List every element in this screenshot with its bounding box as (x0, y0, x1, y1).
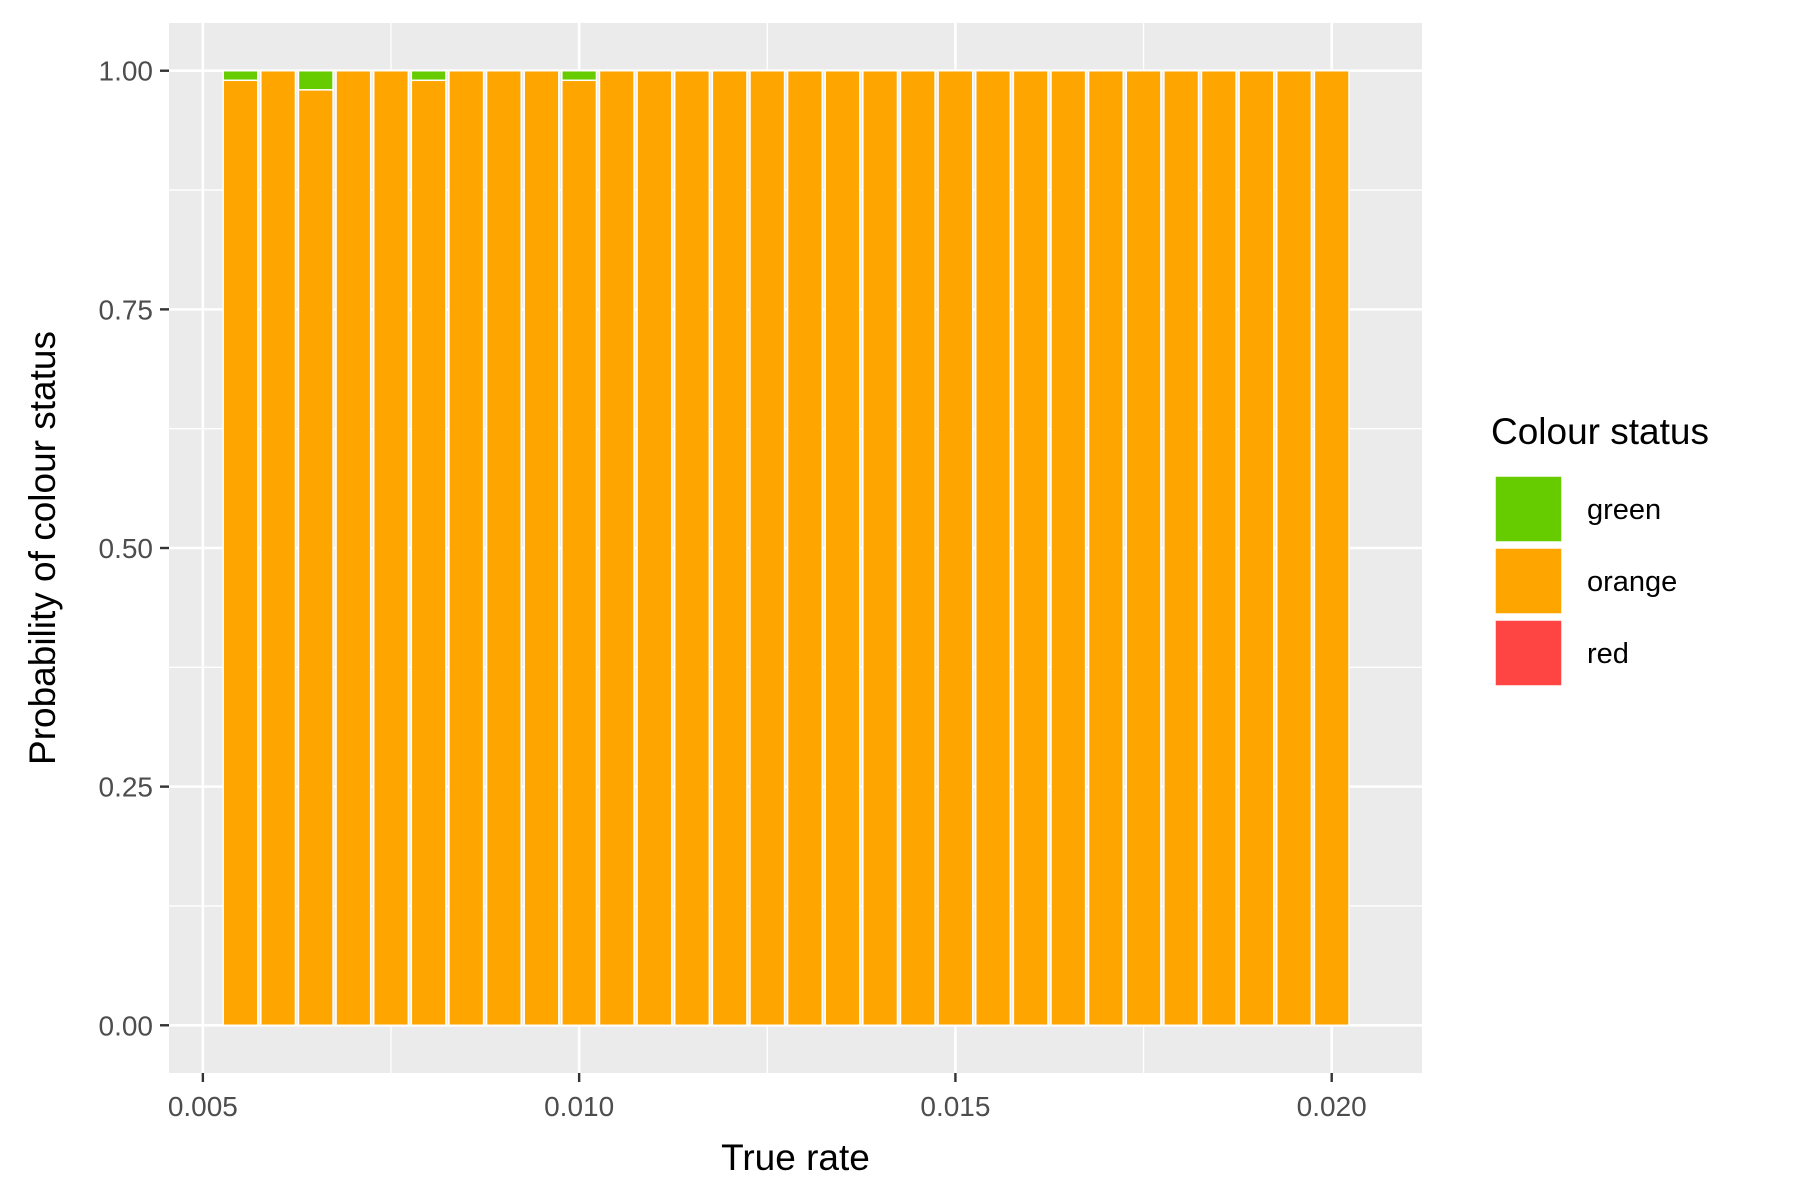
y-axis-title: Probability of colour status (22, 331, 63, 765)
bar-orange (1050, 69, 1087, 1027)
legend-title: Colour status (1491, 411, 1709, 452)
bar-orange (1163, 69, 1200, 1027)
bar-orange (561, 79, 598, 1027)
legend-key-green (1494, 475, 1563, 543)
bar-green (561, 69, 598, 82)
bar-orange (335, 69, 372, 1027)
bar-orange (485, 69, 522, 1027)
bar-orange (636, 69, 673, 1027)
bar-green (297, 69, 334, 91)
bar-orange (598, 69, 635, 1027)
x-tick-label: 0.005 (168, 1091, 238, 1122)
bar-orange (974, 69, 1012, 1027)
legend: Colour status green orange red (1491, 411, 1709, 687)
legend-label-red: red (1587, 638, 1629, 670)
bar-orange (1200, 69, 1237, 1027)
bar-orange (260, 69, 297, 1027)
y-tick-label: 0.75 (99, 294, 154, 325)
bar-orange (899, 69, 936, 1027)
y-tick-label: 0.25 (99, 772, 154, 803)
bar-orange (1125, 69, 1162, 1027)
bar-orange (1087, 69, 1124, 1027)
bar-green (410, 69, 447, 82)
x-tick-label: 0.015 (920, 1091, 990, 1122)
x-axis-title: True rate (721, 1137, 870, 1178)
legend-key-orange (1494, 547, 1563, 615)
bar-orange (448, 69, 485, 1027)
legend-label-green: green (1587, 494, 1661, 526)
bar-orange (410, 79, 447, 1027)
bar-orange (673, 69, 711, 1027)
bar-orange (1276, 69, 1313, 1027)
x-tick-label: 0.020 (1297, 1091, 1367, 1122)
y-tick-label: 0.00 (99, 1010, 154, 1041)
bar-orange (372, 69, 410, 1027)
y-tick-label: 1.00 (99, 56, 154, 87)
bar-orange (749, 69, 786, 1027)
y-tick-label: 0.50 (99, 533, 154, 564)
axes: 0.00 0.25 0.50 0.75 1.00 0.005 0.010 0.015 0.020 (99, 56, 1367, 1122)
bar-orange (862, 69, 899, 1027)
bar-green (222, 69, 259, 82)
legend-key-red (1494, 619, 1563, 687)
bar-orange (1238, 69, 1275, 1027)
bar-orange (523, 69, 560, 1027)
bars (222, 69, 1350, 1027)
bar-orange (1012, 69, 1049, 1027)
legend-label-orange: orange (1587, 566, 1677, 598)
bar-orange (711, 69, 748, 1027)
bar-orange (222, 79, 259, 1027)
bar-orange (1313, 69, 1350, 1027)
x-tick-label: 0.010 (544, 1091, 614, 1122)
bar-orange (937, 69, 974, 1027)
bar-orange (786, 69, 823, 1027)
bar-orange (824, 69, 861, 1027)
bar-orange (297, 89, 334, 1027)
